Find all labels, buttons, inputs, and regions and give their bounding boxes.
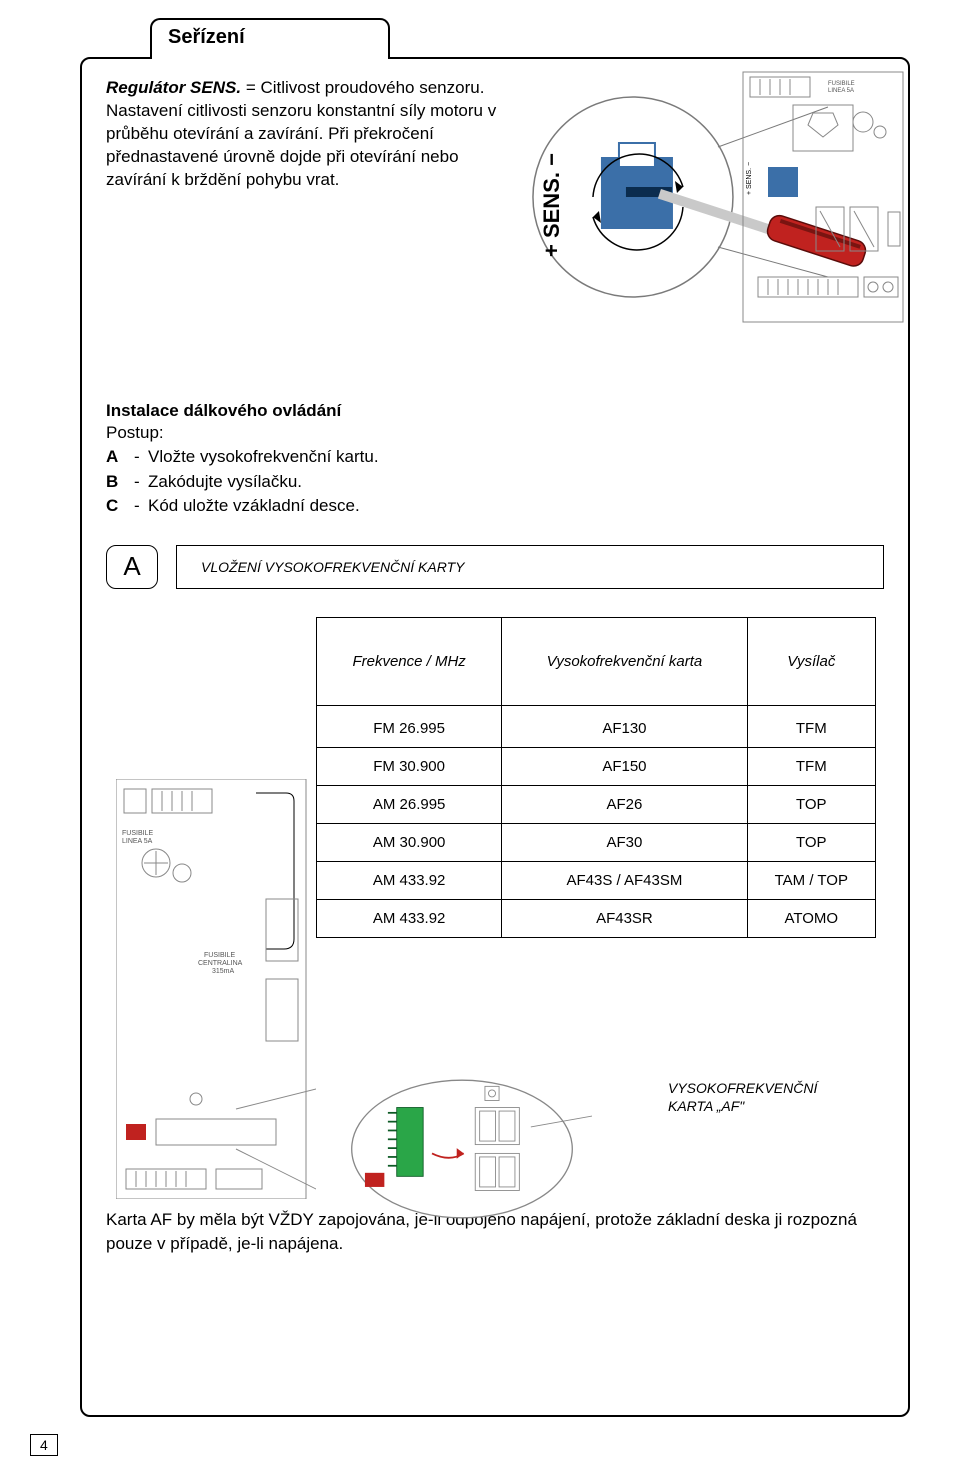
table-cell: TAM / TOP [747,861,875,899]
main-frame: Regulátor SENS. = Citlivost proudového s… [80,57,910,1417]
table-row: AM 26.995AF26TOP [317,785,876,823]
freq-table-wrap: Frekvence / MHz Vysokofrekvenční karta V… [316,617,876,938]
af-zoom-diagram [332,1074,592,1224]
board-diagram-left: FUSIBILE LINEA 5A FUSIBILE CENTRALINA 31… [116,779,316,1199]
svg-text:LINEA 5A: LINEA 5A [122,838,153,845]
table-row: AM 433.92AF43S / AF43SMTAM / TOP [317,861,876,899]
af-callout: VYSOKOFREKVENČNÍ KARTA „AF" [668,1079,838,1115]
table-cell: AM 433.92 [317,899,502,937]
svg-text:315mA: 315mA [212,968,235,975]
list-item: A-Vložte vysokofrekvenční kartu. [106,445,884,470]
section-a-chip: A [106,545,158,589]
svg-text:CENTRALINA: CENTRALINA [198,960,243,967]
table-cell: ATOMO [747,899,875,937]
install-heading: Instalace dálkového ovládání [106,401,884,421]
table-cell: AF150 [502,747,747,785]
table-cell: AF43S / AF43SM [502,861,747,899]
table-cell: TOP [747,823,875,861]
col-header: Vysílač [747,617,875,705]
table-cell: TFM [747,705,875,747]
table-cell: TFM [747,747,875,785]
svg-text:FUSIBILE: FUSIBILE [204,952,235,959]
sens-diagram: + SENS. − [522,77,884,337]
table-cell: AM 433.92 [317,861,502,899]
table-cell: AM 26.995 [317,785,502,823]
install-list: A-Vložte vysokofrekvenční kartu. B-Zakód… [106,445,884,519]
list-item: C-Kód uložte vzákladní desce. [106,494,884,519]
table-cell: FM 26.995 [317,705,502,747]
freq-table: Frekvence / MHz Vysokofrekvenční karta V… [316,617,876,938]
table-cell: AF26 [502,785,747,823]
table-cell: TOP [747,785,875,823]
section-a-row: A VLOŽENÍ VYSOKOFREKVENČNÍ KARTY [106,545,884,589]
table-cell: AM 30.900 [317,823,502,861]
svg-text:LINEA 5A: LINEA 5A [828,88,854,94]
col-header: Vysokofrekvenční karta [502,617,747,705]
table-row: FM 30.900AF150TFM [317,747,876,785]
table-cell: FM 30.900 [317,747,502,785]
svg-text:+ SENS. −: + SENS. − [746,162,753,195]
section-a-caption: VLOŽENÍ VYSOKOFREKVENČNÍ KARTY [176,545,884,589]
table-row: AM 433.92AF43SRATOMO [317,899,876,937]
col-header: Frekvence / MHz [317,617,502,705]
svg-text:FUSIBILE: FUSIBILE [122,830,153,837]
table-cell: AF43SR [502,899,747,937]
table-row: AM 30.900AF30TOP [317,823,876,861]
section-title: Seřízení [168,26,372,49]
list-item: B-Zakódujte vysílačku. [106,470,884,495]
table-cell: AF130 [502,705,747,747]
section-header: Seřízení [150,18,390,59]
page-number: 4 [30,1434,58,1456]
table-cell: AF30 [502,823,747,861]
regulator-label: Regulátor SENS. [106,78,241,97]
regulator-paragraph: Regulátor SENS. = Citlivost proudového s… [106,77,498,337]
table-row: FM 26.995AF130TFM [317,705,876,747]
install-block: Instalace dálkového ovládání Postup: A-V… [106,401,884,519]
install-subheading: Postup: [106,423,884,443]
svg-text:+ SENS. −: + SENS. − [539,153,564,257]
svg-text:FUSIBILE: FUSIBILE [828,81,855,87]
